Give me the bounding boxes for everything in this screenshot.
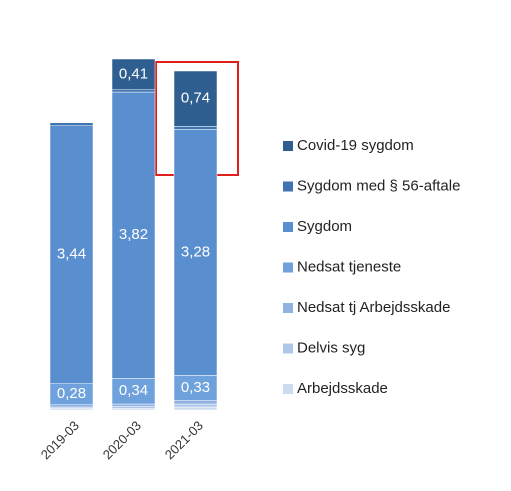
legend-swatch [283,141,293,151]
value-label: 0,28 [57,385,86,402]
legend-swatch [283,384,293,394]
legend-label: Nedsat tjeneste [297,258,401,275]
value-label: 0,74 [181,90,210,107]
legend-label: Covid-19 sygdom [297,137,414,154]
bar-segment [173,400,218,405]
bar-segment [111,89,156,93]
bar-segment [173,70,218,127]
legend-swatch [283,343,293,354]
value-label: 3,82 [119,226,148,243]
bar-segment [49,122,94,126]
bar-segment [173,406,218,411]
legend-label: Arbejdsskade [297,380,388,397]
value-label: 0,34 [119,382,148,399]
legend-label: Delvis syg [297,339,365,356]
x-tick-label: 2019-03 [38,418,82,462]
legend-swatch [283,303,293,313]
legend-label: Nedsat tj Arbejdsskade [297,299,450,316]
bar-segment [49,125,94,384]
value-label: 0,33 [181,379,210,396]
bar-segment [173,129,218,376]
legend-swatch [283,222,293,232]
legend-swatch [283,181,293,192]
legend-swatch [283,262,293,273]
legend-label: Sygdom med § 56-aftale [297,177,460,194]
value-label: 0,41 [119,65,148,82]
value-label: 3,44 [57,246,86,263]
bar-segment [49,404,94,408]
x-tick-label: 2020-03 [100,418,144,462]
bar-segment [173,126,218,130]
bar-segment [173,403,218,408]
legend-label: Sygdom [297,218,352,235]
x-tick-label: 2021-03 [162,418,206,462]
bar-segment [111,403,156,407]
bar-segment [111,58,156,90]
bar-segment [111,406,156,409]
value-label: 3,28 [181,243,210,260]
